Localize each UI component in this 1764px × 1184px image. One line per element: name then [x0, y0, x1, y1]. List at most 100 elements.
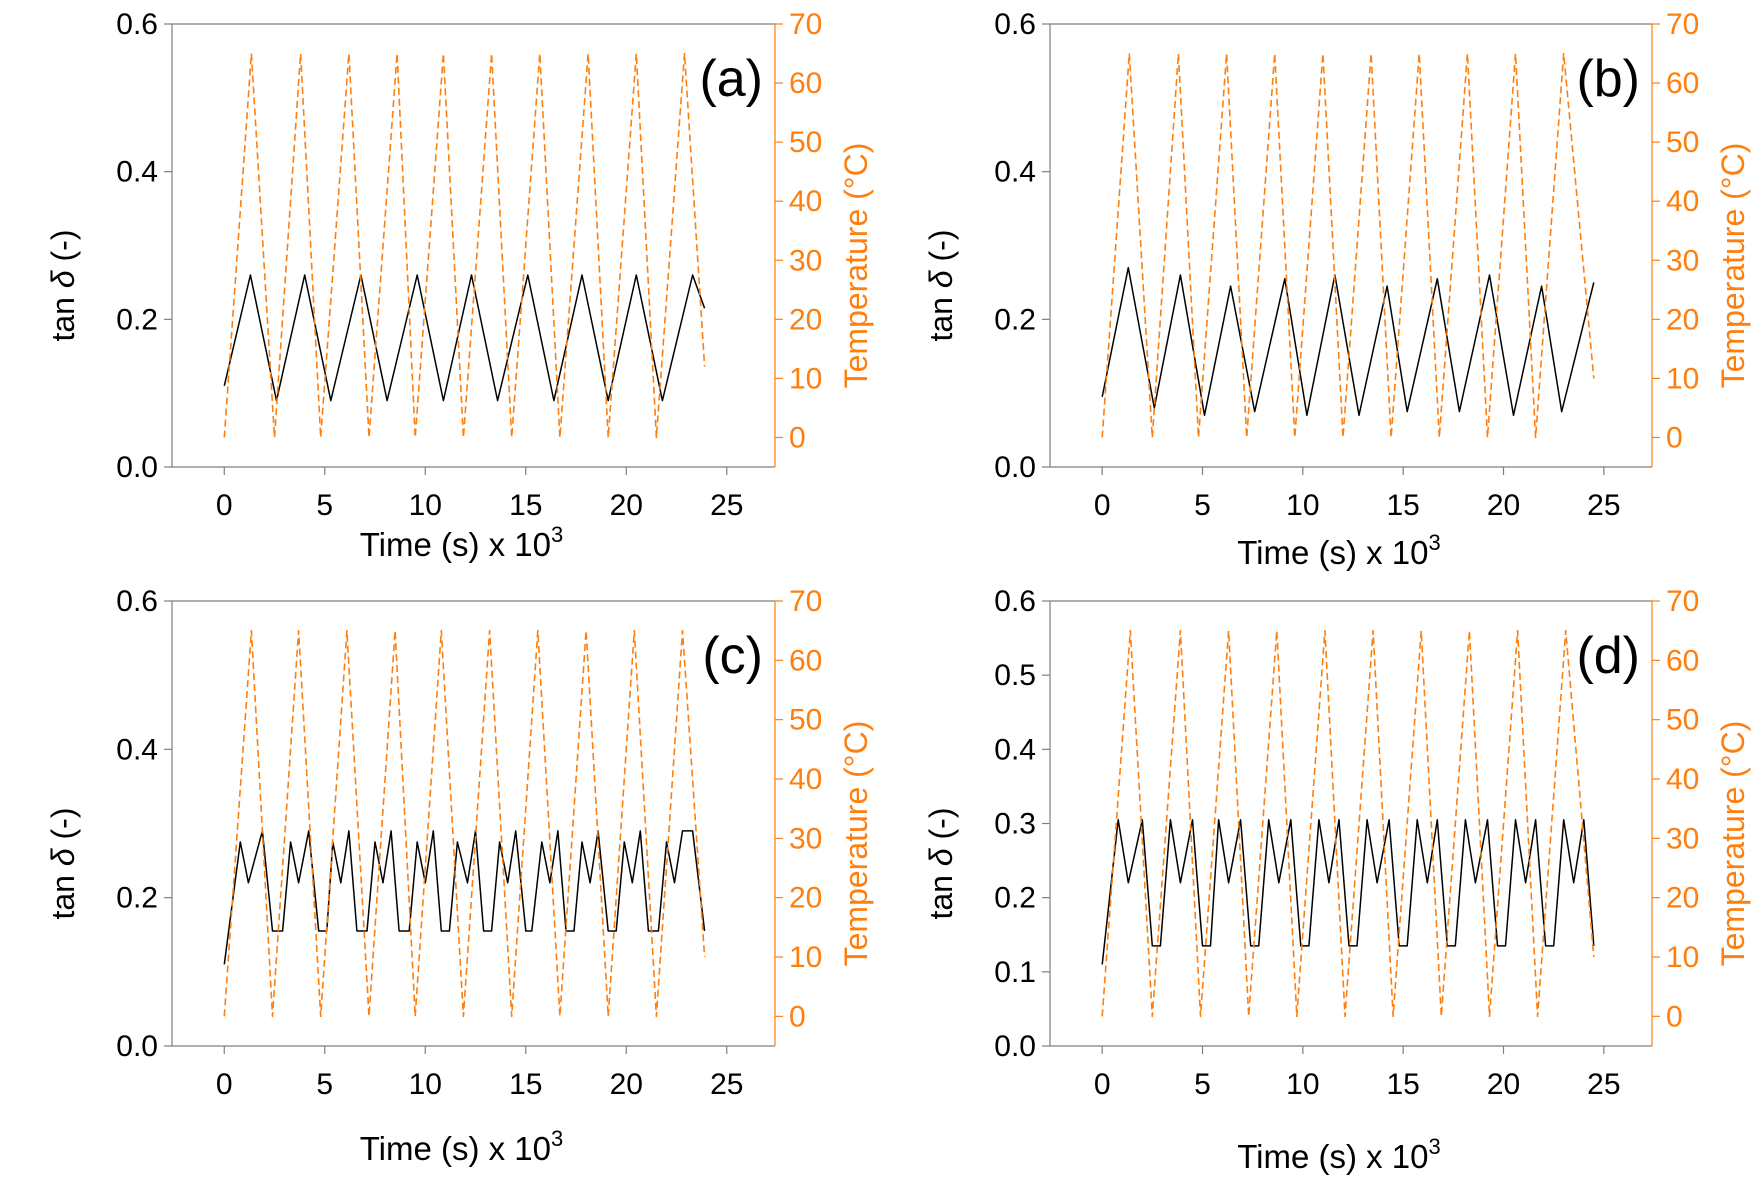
panel-c: 0 5 10 15 20 25 0.0 0.2 0.4 0.6 0 10 20 30 40 50 60 70 (c)… — [45, 585, 874, 1167]
y2-tick-label: 60 — [1666, 67, 1699, 100]
y-axis-label: tan δ (-) — [923, 229, 959, 341]
y2-tick-label: 30 — [1666, 244, 1699, 277]
x-tick-label: 25 — [710, 489, 743, 522]
x-tick-label: 0 — [1094, 489, 1111, 522]
x-axis-label-text: Time (s) x 10 — [360, 1130, 551, 1167]
x-axis-label-text: Time (s) x 10 — [1237, 1138, 1428, 1175]
x-axis-label-text: Time (s) x 10 — [1237, 534, 1428, 571]
x-tick-label: 25 — [1587, 1068, 1620, 1101]
y-tick-label: 0.0 — [116, 1030, 158, 1063]
y-tick-label: 0.2 — [994, 303, 1036, 336]
x-tick-label: 20 — [610, 1068, 643, 1101]
x-axis-label: Time (s) x 103 — [1237, 530, 1441, 571]
x-axis-label-text: Time (s) x 10 — [360, 526, 551, 563]
y2-tick-label: 10 — [789, 941, 822, 974]
x-axis-label-exponent: 3 — [551, 1126, 563, 1151]
y2-tick-label: 10 — [1666, 362, 1699, 395]
y-tick-label: 0.3 — [994, 808, 1036, 841]
y-axis-label-suffix: (-) — [45, 229, 81, 270]
y-tick-label: 0.2 — [116, 882, 158, 915]
y2-tick-label: 20 — [789, 303, 822, 336]
y-tick-label: 0.5 — [994, 659, 1036, 692]
y-tick-label: 0.1 — [994, 956, 1036, 989]
y-axis-label-prefix: tan — [45, 866, 81, 919]
x-tick-label: 25 — [710, 1068, 743, 1101]
y2-axis-label: Temperature (°C) — [1715, 721, 1751, 967]
panel-b: 0 5 10 15 20 25 0.0 0.2 0.4 0.6 0 10 20 30 40 50 60 70 (b)… — [923, 8, 1751, 571]
x-tick-label: 10 — [1286, 489, 1319, 522]
y2-tick-label: 30 — [789, 244, 822, 277]
panel-label: (c) — [702, 627, 763, 685]
x-tick-label: 15 — [509, 1068, 542, 1101]
x-tick-label: 5 — [1194, 1068, 1211, 1101]
x-axis-label-exponent: 3 — [551, 522, 563, 547]
panel-label: (b) — [1576, 50, 1640, 108]
tan-delta-series-line — [223, 830, 706, 965]
y2-axis-label: Temperature (°C) — [1715, 143, 1751, 389]
temperature-series-line — [1101, 52, 1595, 439]
y-tick-label: 0.4 — [994, 733, 1036, 766]
y-axis-label-suffix: (-) — [923, 807, 959, 848]
y2-tick-label: 20 — [1666, 882, 1699, 915]
y-tick-label: 0.2 — [116, 303, 158, 336]
y2-tick-label: 30 — [789, 822, 822, 855]
y2-tick-label: 50 — [1666, 126, 1699, 159]
y2-tick-label: 60 — [789, 67, 822, 100]
y-axis-label-prefix: tan — [923, 288, 959, 341]
y2-tick-label: 0 — [1666, 421, 1683, 454]
x-tick-label: 15 — [1386, 489, 1419, 522]
y2-tick-label: 50 — [789, 704, 822, 737]
y-axis-label-suffix: (-) — [923, 229, 959, 270]
y-tick-label: 0.0 — [116, 451, 158, 484]
x-tick-label: 10 — [1286, 1068, 1319, 1101]
y2-tick-label: 40 — [789, 185, 822, 218]
panel-d: 0 5 10 15 20 25 0.0 0.1 0.2 0.3 0.4 0.5 0.6 0 10 20 30 40… — [923, 585, 1751, 1175]
temperature-series-line — [223, 629, 706, 1018]
y2-tick-label: 50 — [1666, 704, 1699, 737]
y2-axis-label: Temperature (°C) — [838, 721, 874, 967]
y2-axis-label: Temperature (°C) — [838, 143, 874, 389]
y-tick-label: 0.4 — [116, 156, 158, 189]
y-axis-label-symbol: δ — [923, 269, 959, 288]
x-tick-label: 0 — [216, 489, 233, 522]
y-tick-label: 0.6 — [994, 8, 1036, 41]
panel-a: 0 5 10 15 20 25 0.0 0.2 0.4 0.6 0 10 20 30 40 50 60 70 (a)… — [45, 8, 874, 563]
x-tick-label: 20 — [1487, 489, 1520, 522]
x-tick-label: 10 — [409, 1068, 442, 1101]
y2-tick-label: 70 — [789, 585, 822, 618]
y2-tick-label: 40 — [789, 763, 822, 796]
y2-tick-label: 70 — [1666, 585, 1699, 618]
y-axis-label-prefix: tan — [45, 288, 81, 341]
y2-tick-label: 50 — [789, 126, 822, 159]
x-tick-label: 15 — [509, 489, 542, 522]
x-axis-label: Time (s) x 103 — [360, 522, 564, 563]
y2-tick-label: 40 — [1666, 185, 1699, 218]
x-tick-label: 20 — [610, 489, 643, 522]
x-axis-label-exponent: 3 — [1429, 1134, 1441, 1159]
x-tick-label: 0 — [216, 1068, 233, 1101]
y2-tick-label: 0 — [789, 421, 806, 454]
y-tick-label: 0.4 — [116, 733, 158, 766]
y-tick-label: 0.4 — [994, 156, 1036, 189]
temperature-series-line — [223, 52, 706, 439]
x-axis-label: Time (s) x 103 — [1237, 1134, 1441, 1175]
y-tick-label: 0.6 — [116, 585, 158, 618]
x-tick-label: 25 — [1587, 489, 1620, 522]
y2-tick-label: 20 — [1666, 303, 1699, 336]
x-tick-label: 20 — [1487, 1068, 1520, 1101]
x-tick-label: 0 — [1094, 1068, 1111, 1101]
y-axis-label-prefix: tan — [923, 866, 959, 919]
x-axis-label: Time (s) x 103 — [360, 1126, 564, 1167]
y2-tick-label: 70 — [789, 8, 822, 41]
y-axis-label: tan δ (-) — [923, 807, 959, 919]
y-tick-label: 0.0 — [994, 1030, 1036, 1063]
y-axis-label-symbol: δ — [45, 847, 81, 866]
y2-tick-label: 10 — [1666, 941, 1699, 974]
x-axis-label-exponent: 3 — [1429, 530, 1441, 555]
tan-delta-series-line — [223, 274, 706, 402]
y-tick-label: 0.6 — [116, 8, 158, 41]
tan-delta-series-line — [1101, 266, 1595, 417]
y2-tick-label: 30 — [1666, 822, 1699, 855]
tan-delta-series-line — [1101, 819, 1595, 965]
